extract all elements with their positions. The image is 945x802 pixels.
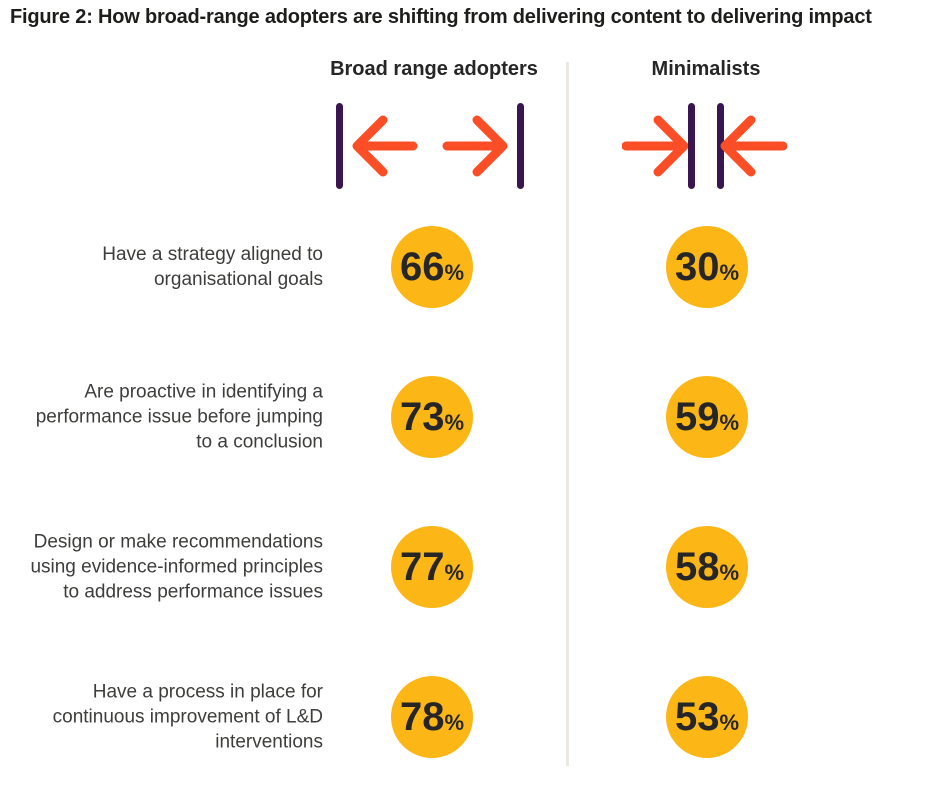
stat-circle-broad-proactive: 73 %: [391, 376, 473, 458]
row-label-line: using evidence-informed principles: [30, 556, 323, 578]
stat-circle-minimalists-strategy: 30 %: [666, 226, 748, 308]
row-label-line: Design or make recommendations: [33, 531, 323, 553]
stat-circle-minimalists-proactive: 59 %: [666, 376, 748, 458]
stat-circle-minimalists-evidence: 58 %: [666, 526, 748, 608]
row-label-line: interventions: [215, 731, 323, 753]
percent-sign: %: [444, 560, 465, 585]
percent-sign: %: [719, 260, 740, 285]
row-label-line: to address performance issues: [63, 581, 323, 603]
broad-range-outward-arrows-icon: [335, 102, 525, 195]
percent-sign: %: [719, 710, 740, 735]
minimalists-inward-arrows-icon: [621, 102, 788, 195]
stat-circle-broad-strategy: 66 %: [391, 226, 473, 308]
percent-sign: %: [444, 710, 465, 735]
column-header-minimalists: Minimalists: [651, 58, 761, 80]
percent-sign: %: [719, 410, 740, 435]
row-label-line: Have a strategy aligned to: [102, 244, 323, 265]
row-label-process: Have a process in place for continuous i…: [13, 680, 323, 755]
stat-value: 59: [674, 395, 720, 439]
row-label-line: Are proactive in identifying a: [84, 381, 323, 403]
stat-circle-broad-process: 78 %: [391, 676, 473, 758]
figure-title: Figure 2: How broad-range adopters are s…: [10, 6, 872, 28]
stat-value: 78: [399, 695, 445, 739]
row-label-strategy: Have a strategy aligned to organisationa…: [13, 242, 323, 292]
stat-value: 30: [674, 245, 720, 289]
row-label-line: to a conclusion: [196, 431, 323, 453]
percent-sign: %: [719, 560, 740, 585]
stat-value: 77: [399, 545, 445, 589]
row-label-proactive: Are proactive in identifying a performan…: [13, 380, 323, 455]
row-label-line: Have a process in place for: [92, 681, 323, 703]
stat-value: 53: [674, 695, 720, 739]
row-label-line: performance issue before jumping: [35, 406, 323, 428]
stat-value: 66: [399, 245, 445, 289]
stat-value: 73: [399, 395, 445, 439]
row-label-line: continuous improvement of L&D: [52, 706, 323, 728]
column-divider: [566, 62, 569, 766]
stat-value: 58: [674, 545, 720, 589]
column-header-broad-range-adopters: Broad range adopters: [330, 58, 538, 80]
row-label-line: organisational goals: [153, 269, 323, 290]
percent-sign: %: [444, 260, 465, 285]
stat-circle-minimalists-process: 53 %: [666, 676, 748, 758]
stat-circle-broad-evidence: 77 %: [391, 526, 473, 608]
row-label-evidence: Design or make recommendations using evi…: [13, 530, 323, 605]
percent-sign: %: [444, 410, 465, 435]
